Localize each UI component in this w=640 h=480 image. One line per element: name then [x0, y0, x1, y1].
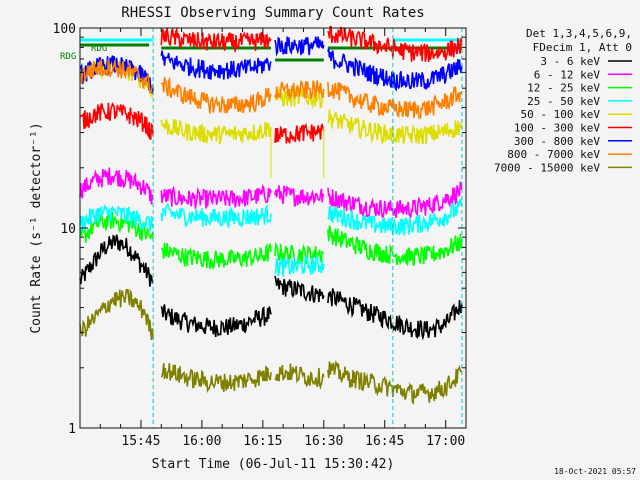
series-line [327, 82, 463, 119]
legend-label: 300 - 800 keV [514, 135, 600, 148]
series-line [79, 288, 154, 341]
series-line [274, 363, 325, 390]
x-tick-label: 15:45 [121, 434, 160, 449]
legend-label: 25 - 50 keV [527, 95, 600, 108]
legend-title: FDecim 1, Att 0 [533, 41, 632, 54]
series-line [274, 122, 325, 145]
series-line [274, 241, 325, 265]
chart-title: RHESSI Observing Summary Count Rates [121, 5, 424, 21]
series-line [327, 288, 463, 341]
legend-label: 100 - 300 keV [514, 122, 600, 135]
x-axis-label: Start Time (06-Jul-11 15:30:42) [152, 457, 395, 472]
y-tick-label: 10 [60, 222, 76, 237]
series-line [274, 36, 325, 57]
y-tick-label: 100 [53, 22, 76, 37]
series-line [79, 167, 154, 205]
series-line [327, 25, 463, 63]
rdg-label: RDG [60, 52, 76, 62]
series-line [160, 26, 272, 53]
legend: Det 1,3,4,5,6,9,FDecim 1, Att 03 - 6 keV… [494, 27, 632, 174]
series-line [79, 102, 154, 141]
footer-timestamp: 18-Oct-2021 05:57 [554, 467, 636, 476]
x-tick-label: 16:45 [365, 434, 404, 449]
series-line [79, 203, 154, 233]
x-tick-label: 16:15 [243, 434, 282, 449]
legend-label: 7000 - 15000 keV [494, 161, 600, 174]
series-line [327, 109, 463, 145]
y-tick-label: 1 [68, 422, 76, 437]
series-line [327, 225, 463, 266]
x-tick-label: 16:00 [182, 434, 221, 449]
legend-label: 50 - 100 keV [521, 108, 601, 121]
series-line [327, 48, 463, 92]
series-line [160, 242, 272, 271]
legend-label: 800 - 7000 keV [507, 148, 600, 161]
series-line [327, 198, 463, 236]
series-line [79, 234, 154, 287]
legend-label: 12 - 25 keV [527, 82, 600, 95]
series-line [160, 304, 272, 337]
legend-label: 6 - 12 keV [534, 68, 601, 81]
series-line [160, 184, 272, 209]
series-line [274, 184, 325, 207]
legend-title: Det 1,3,4,5,6,9, [526, 27, 632, 40]
series-line [160, 118, 272, 145]
series-line [327, 181, 463, 220]
series-line [160, 75, 272, 114]
x-tick-label: 17:00 [426, 434, 465, 449]
series-line [327, 359, 463, 406]
rdg-label: RDG [91, 44, 107, 54]
series-line [160, 50, 272, 80]
series-line [160, 202, 272, 229]
series-line [274, 79, 325, 100]
series-line [160, 362, 272, 394]
series-line [274, 275, 325, 303]
legend-label: 3 - 6 keV [540, 55, 600, 68]
y-axis-label: Count Rate (s⁻¹ detector⁻¹) [29, 122, 44, 333]
series-line [79, 59, 154, 94]
x-tick-label: 16:30 [304, 434, 343, 449]
series-line [274, 253, 325, 277]
